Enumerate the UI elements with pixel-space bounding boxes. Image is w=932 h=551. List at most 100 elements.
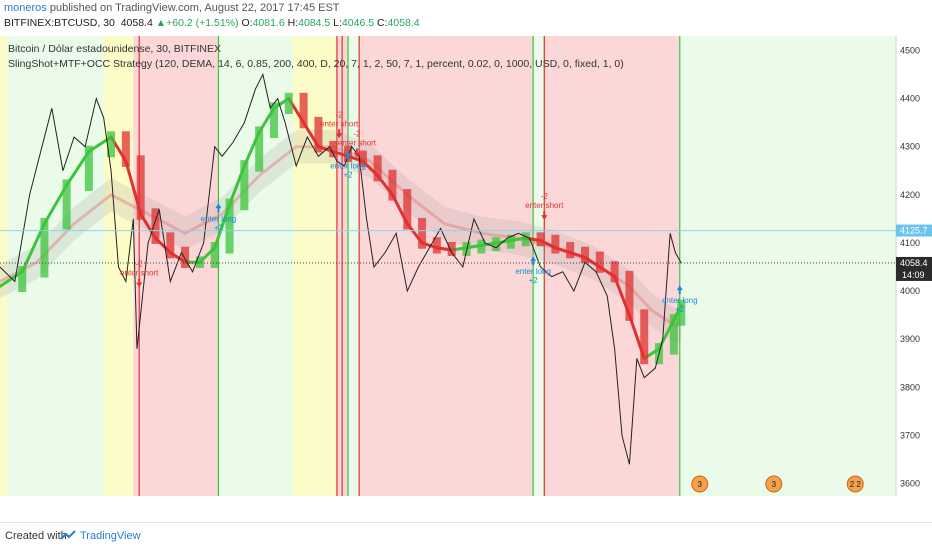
occ-block [329,140,338,158]
occ-block [358,150,367,167]
occ-block [40,217,49,278]
occ-block [418,217,427,249]
occ-block [536,232,545,247]
occ-block [151,208,160,244]
long-arrow-icon [676,285,683,295]
occ-block [373,155,382,182]
long-arrow-icon [345,150,352,160]
occ-block [580,246,589,264]
tradingview-brand[interactable]: TradingView [80,530,141,542]
background-zone-green [533,36,545,498]
last-price: 4058.4 [120,17,153,29]
signal-qty: +2 [343,170,353,179]
close-value: 4058.4 [387,17,420,29]
y-tick-label: 4400 [900,94,920,104]
event-count: 3 [772,480,777,489]
background-zone-yellow [292,36,337,498]
signal-qty: +2 [529,276,539,285]
occ-block [269,102,278,139]
occ-block [625,270,634,321]
price-line [0,73,682,465]
background-zone-yellow [0,36,8,498]
symbol-label: BITFINEX:BTCUSD, 30 [4,17,115,29]
signal-qty: -2 [136,259,144,268]
occ-block [255,126,264,172]
event-badge-icon [765,475,783,493]
event-count: 3 [698,480,703,489]
chart-area[interactable]: enter short -2 enter long +2 enter short -2 en… [0,36,932,512]
occ-block [551,234,560,254]
short-arrow-icon [336,129,343,139]
author-link[interactable]: moneros [4,2,47,14]
signal-label: enter short [320,119,359,128]
occ-block [388,169,397,201]
low-value: 4046.5 [341,17,375,29]
low-label: L: [333,17,342,29]
footer: Created with TradingView [0,522,932,551]
occ-block [210,241,219,268]
occ-block [477,239,486,254]
occ-block [121,131,130,167]
chart-header: moneros published on TradingView.com, Au… [0,0,932,32]
reference-price-label: 4125.7 [900,226,928,236]
occ-block [610,261,619,283]
occ-block [677,299,686,326]
signal-qty: -2 [336,110,344,119]
publish-info: published on TradingView.com, August 22,… [49,2,340,14]
y-tick-label: 4300 [900,142,920,152]
occ-block [181,246,190,268]
signal-qty: +2 [214,223,224,232]
y-tick-label: 4500 [900,45,920,55]
background-zone-green [348,36,360,498]
signal-qty: -2 [353,130,361,139]
long-arrow-icon [530,256,537,266]
high-label: H: [287,17,299,29]
y-tick-label: 3700 [900,430,920,440]
signal-label: enter long [330,161,366,170]
y-tick-label: 3900 [900,334,920,344]
bar-countdown: 14:09 [902,270,925,280]
short-arrow-icon [353,148,360,158]
open-label: O: [241,17,253,29]
occ-block [195,256,204,268]
occ-block [107,131,116,158]
created-with-text: Created with [5,530,67,542]
reference-price-tag [896,224,932,237]
occ-block [84,145,93,191]
occ-block [299,92,308,129]
change-arrow-icon: ▲ [155,17,167,29]
signal-label: enter long [201,214,237,223]
occ-block [492,237,501,252]
occ-block [506,234,515,249]
occ-block [447,241,456,256]
background-zone-red [359,36,534,498]
tradingview-logo-icon[interactable] [60,529,76,543]
short-arrow-icon [541,211,548,221]
last-price-tag [896,256,932,281]
close-label: C: [376,17,388,29]
occ-block [595,251,604,273]
price-layer [0,73,896,465]
y-tick-label: 3600 [900,479,920,489]
ema-band-area [0,129,682,342]
price-change: +60.2 (+1.51%) [166,17,239,29]
last-price-label: 4058.4 [900,258,928,268]
y-tick-label: 3800 [900,382,920,392]
signal-label: enter short [338,139,377,148]
occ-block [403,189,412,230]
occ-block [669,314,678,355]
occ-block [166,232,175,259]
occ-block [18,266,27,293]
legend-strategy: SlingShot+MTF+OCC Strategy (120, DEMA, 1… [8,58,624,70]
occ-block [284,92,293,114]
y-tick-label: 4100 [900,238,920,248]
signal-label: enter short [120,268,159,277]
signal-vlines [138,36,681,498]
open-value: 4081.6 [252,17,285,29]
signal-label: enter short [525,201,564,210]
event-badge-icon [846,475,864,493]
legend-title: Bitcoin / Dólar estadounidense, 30, BITF… [8,43,221,55]
event-badge-icon [691,475,709,493]
